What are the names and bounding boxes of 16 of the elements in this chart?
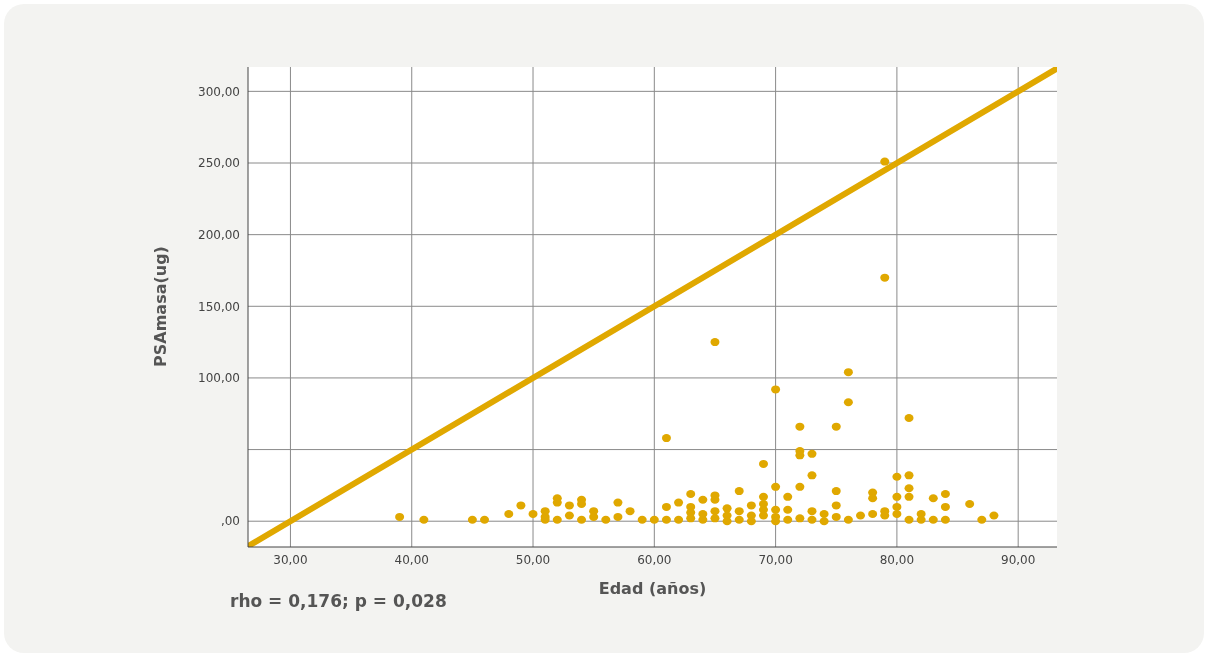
x-tick-label: 70,00 xyxy=(758,552,793,567)
y-tick-label: 200,00 xyxy=(198,227,240,242)
x-tick-label: 90,00 xyxy=(1001,552,1036,567)
y-tick-label: 100,00 xyxy=(198,371,240,386)
y-tick-label: 250,00 xyxy=(198,156,240,171)
text: rho = 0,176; p = 0,028 xyxy=(230,591,447,611)
y-tick-label: ,00 xyxy=(220,514,240,529)
x-tick-label: 60,00 xyxy=(637,552,672,567)
y-tick-label: 300,00 xyxy=(198,84,240,99)
x-tick-label: 80,00 xyxy=(879,552,915,567)
x-tick-label: 50,00 xyxy=(515,552,551,567)
y-axis-title: PSAmasa(ug) xyxy=(150,245,170,369)
y-tick-label: 150,00 xyxy=(198,299,240,314)
x-axis-title: Edad (años) xyxy=(598,579,707,598)
x-tick-label: 40,00 xyxy=(394,552,429,567)
x-tick-label: 30,00 xyxy=(273,552,308,567)
